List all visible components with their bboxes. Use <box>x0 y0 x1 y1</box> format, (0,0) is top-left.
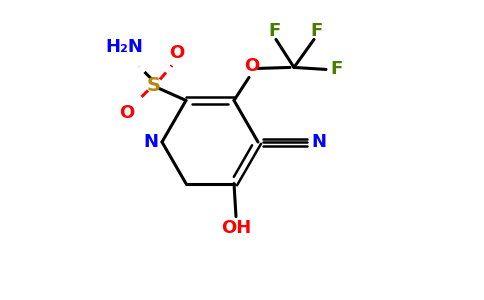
Text: F: F <box>268 22 280 40</box>
Text: O: O <box>169 44 184 62</box>
Text: S: S <box>147 76 161 95</box>
Text: N: N <box>312 133 327 151</box>
Text: OH: OH <box>221 219 251 237</box>
Text: O: O <box>244 57 259 75</box>
Text: F: F <box>330 60 342 78</box>
Text: N: N <box>143 133 158 151</box>
Text: O: O <box>120 104 135 122</box>
Text: H₂N: H₂N <box>105 38 143 56</box>
Text: F: F <box>310 22 322 40</box>
